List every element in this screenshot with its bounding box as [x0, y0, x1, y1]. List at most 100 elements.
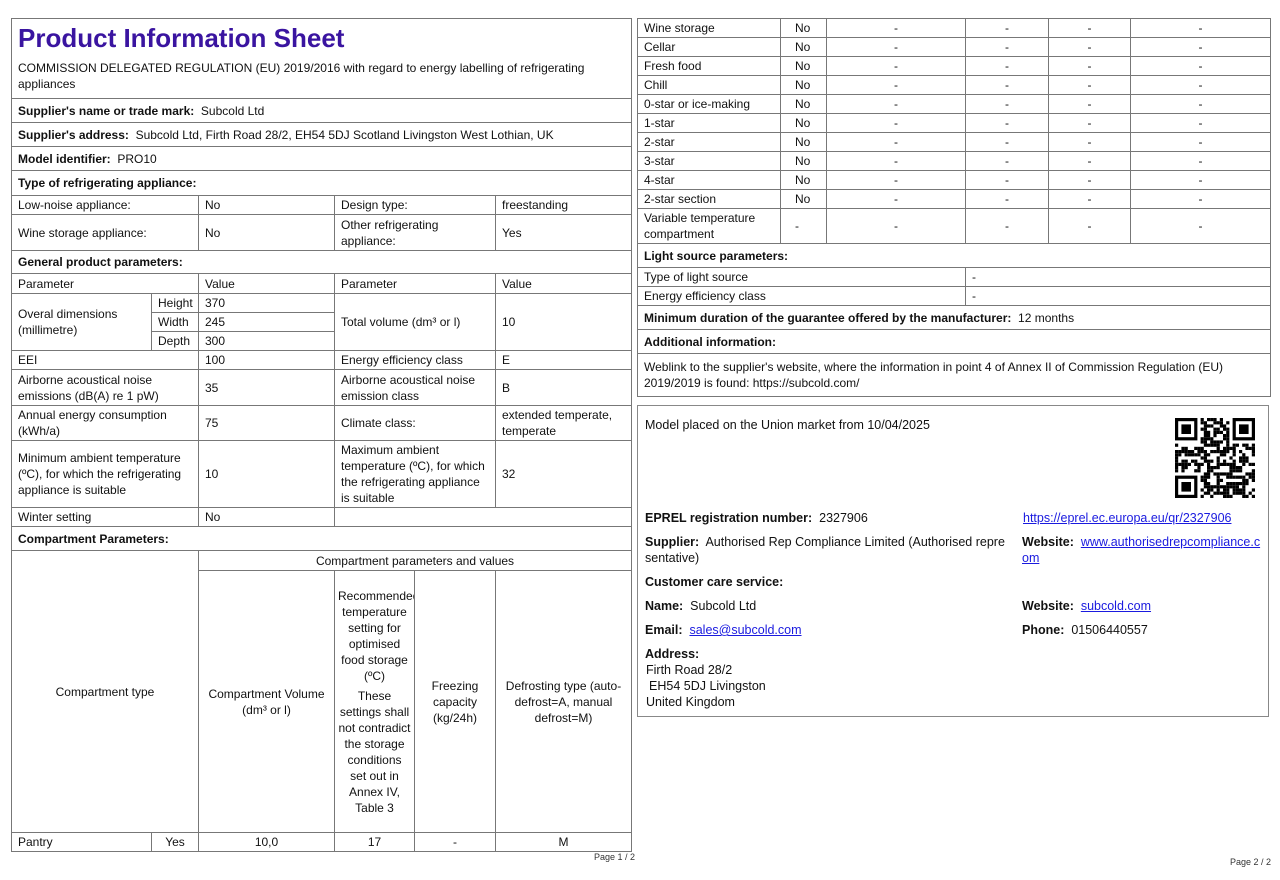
comp-heading-text: Compartment Parameters:: [18, 531, 169, 546]
noise-value: 35: [198, 369, 335, 406]
phone-label: Phone:: [1022, 623, 1065, 637]
depth-label: Depth: [151, 331, 199, 351]
other-label: Other refrigerating appliance:: [334, 214, 496, 251]
compartment-value: No: [780, 75, 827, 95]
comp-temp-header: Recommended temperature setting for opti…: [334, 570, 415, 833]
compartment-value: -: [965, 132, 1049, 152]
volume-label: Total volume (dm³ or l): [334, 293, 496, 351]
page-number-2: Page 2 / 2: [1230, 857, 1272, 867]
min-ambient-value: 10: [198, 440, 335, 508]
supplier-website-label: Website:: [1022, 535, 1074, 549]
compartment-value: -: [965, 75, 1049, 95]
pantry-temp: 17: [334, 832, 415, 852]
light-class-value: -: [965, 286, 1271, 306]
compartment-value: -: [965, 94, 1049, 114]
compartment-value: -: [1130, 56, 1271, 76]
pantry-name: Pantry: [11, 832, 152, 852]
table-row: 4-star No - - - -: [637, 170, 1271, 190]
compartment-value: -: [1130, 151, 1271, 171]
compartment-value: -: [826, 189, 966, 209]
compartment-name: 2-star section: [637, 189, 781, 209]
wine-label: Wine storage appliance:: [11, 214, 199, 251]
pantry-defrost: M: [495, 832, 632, 852]
address-line-2: EH54 5DJ Livingston: [649, 679, 766, 693]
low-noise-value: No: [198, 195, 335, 215]
eprel-link[interactable]: https://eprel.ec.europa.eu/qr/2327906: [1023, 511, 1232, 525]
light-heading: Light source parameters:: [637, 243, 1271, 268]
care-website-link[interactable]: subcold.com: [1080, 599, 1152, 613]
supplier-value: Subcold Ltd: [200, 103, 265, 118]
compartment-value: -: [826, 170, 966, 190]
width-value: 245: [198, 312, 335, 332]
address-label: Supplier's address:: [18, 127, 129, 142]
supplier-website-link[interactable]: www.authorisedrepcompliance.com: [1022, 535, 1261, 565]
compartment-value: -: [826, 75, 966, 95]
noise-label: Airborne acoustical noise emissions (dB(…: [11, 369, 199, 406]
noise-class-label: Airborne acoustical noise emission class: [334, 369, 496, 406]
max-ambient-label: Maximum ambient temperature (ºC), for wh…: [334, 440, 496, 508]
max-ambient-value: 32: [495, 440, 632, 508]
compartments-table: Wine storage No - - - - Cellar No - - - - Fresh food…: [637, 18, 1271, 397]
market-info-box: Model placed on the Union market from 10…: [637, 405, 1269, 717]
compartment-value: -: [1048, 18, 1131, 38]
eprel-value: 2327906: [819, 511, 868, 525]
page-number-1: Page 1 / 2: [594, 852, 636, 862]
regulation-text: COMMISSION DELEGATED REGULATION (EU) 201…: [18, 61, 585, 91]
compartment-value: No: [780, 94, 827, 114]
col-value: Value: [198, 273, 335, 294]
compartment-value: No: [780, 132, 827, 152]
table-row: 2-star section No - - - -: [637, 189, 1271, 209]
address-line-1: Firth Road 28/2: [646, 663, 733, 677]
eclass-label: Energy efficiency class: [334, 350, 496, 370]
compartment-value: -: [1130, 208, 1271, 244]
table-row: 1-star No - - - -: [637, 113, 1271, 133]
comp-freezing-header: Freezing capacity (kg/24h): [414, 570, 496, 833]
compartment-value: -: [1130, 132, 1271, 152]
eprel-label: EPREL registration number:: [645, 511, 813, 525]
height-label: Height: [151, 293, 199, 313]
compartment-value: -: [965, 170, 1049, 190]
supplier-row: Supplier's name or trade mark: Subcold L…: [11, 98, 632, 123]
compartment-name: Fresh food: [637, 56, 781, 76]
address-value: Subcold Ltd, Firth Road 28/2, EH54 5DJ S…: [135, 127, 554, 142]
comp-temp-note: These settings shall not contradict the …: [338, 688, 411, 815]
table-row: Fresh food No - - - -: [637, 56, 1271, 76]
table-row: Variable temperature compartment - - - - -: [637, 208, 1271, 244]
compartment-name: 1-star: [637, 113, 781, 133]
market-date: Model placed on the Union market from 10…: [645, 418, 930, 432]
empty-cell: [334, 507, 632, 527]
compartment-value: -: [1048, 132, 1131, 152]
model-row: Model identifier: PRO10: [11, 146, 632, 171]
email-link[interactable]: sales@subcold.com: [689, 623, 802, 637]
eei-label: EEI: [11, 350, 199, 370]
compartment-value: -: [826, 208, 966, 244]
comp-type-header: Compartment type: [11, 550, 199, 833]
volume-value: 10: [495, 293, 632, 351]
compartment-value: -: [965, 18, 1049, 38]
compartment-value: -: [780, 208, 827, 244]
light-heading-text: Light source parameters:: [644, 248, 789, 263]
eclass-value: E: [495, 350, 632, 370]
compartment-value: -: [965, 189, 1049, 209]
compartment-value: No: [780, 18, 827, 38]
compartment-value: -: [1048, 75, 1131, 95]
table-row: 0-star or ice-making No - - - -: [637, 94, 1271, 114]
table-row: 2-star No - - - -: [637, 132, 1271, 152]
comp-heading: Compartment Parameters:: [11, 526, 632, 551]
comp-values-heading: Compartment parameters and values: [198, 550, 632, 571]
dims-label: Overal dimensions (millimetre): [11, 293, 152, 351]
min-ambient-label: Minimum ambient temperature (ºC), for wh…: [11, 440, 199, 508]
compartment-name: 2-star: [637, 132, 781, 152]
qr-code-icon: [1175, 418, 1255, 498]
compartment-name: Cellar: [637, 37, 781, 57]
supplier-label: Supplier's name or trade mark:: [18, 103, 195, 118]
compartment-value: -: [965, 37, 1049, 57]
pantry-present: Yes: [151, 832, 199, 852]
care-heading: Customer care service:: [645, 575, 784, 589]
compartment-value: -: [826, 37, 966, 57]
height-value: 370: [198, 293, 335, 313]
depth-value: 300: [198, 331, 335, 351]
compartment-value: -: [1048, 189, 1131, 209]
additional-heading-text: Additional information:: [644, 334, 776, 349]
supplier-label-2: Supplier:: [645, 535, 700, 549]
